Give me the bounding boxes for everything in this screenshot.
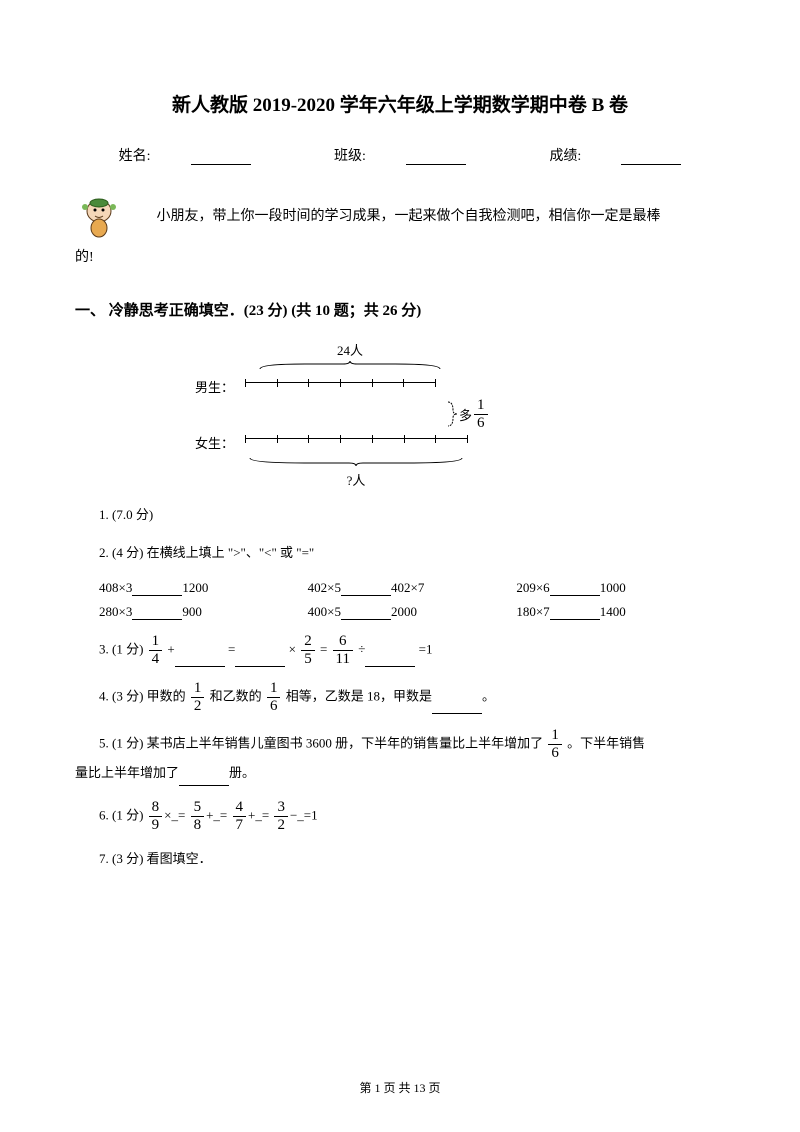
q2-cell: 209×61000 [516,580,725,596]
q2-cell: 402×5402×7 [308,580,517,596]
intro-text-1: 小朋友，带上你一段时间的学习成果，一起来做个自我检测吧，相信你一定是最棒 [157,209,661,224]
boy-label: 男生： [195,377,245,396]
q2-blank[interactable] [550,583,600,596]
q2-rows: 408×31200402×5402×7209×61000 280×3900400×… [75,580,725,620]
info-row: 姓名: 班级: 成绩: [75,145,725,165]
q4: 4. (3 分) 甲数的 12 和乙数的 16 相等，乙数是 18，甲数是。 [99,681,725,714]
more-frac: 16 [474,398,488,431]
boy-axis [245,382,435,390]
brace-right-icon [445,400,459,428]
q2-cell: 280×3900 [99,604,308,620]
diagram: 24人 男生： 多 16 女生： ?人 [195,340,725,489]
mascot-icon [75,193,123,241]
q1: 1. (7.0 分) [99,503,725,528]
class-label: 班级: [334,149,366,164]
q2-cell: 180×71400 [516,604,725,620]
q2-blank[interactable] [132,607,182,620]
girl-label: 女生： [195,433,245,452]
q3: 3. (1 分) 14 + = × 25 = 611 ÷ =1 [99,634,725,667]
q2-blank[interactable] [132,583,182,596]
score-blank[interactable] [621,151,681,165]
q2-blank[interactable] [550,607,600,620]
q2-cell: 400×52000 [308,604,517,620]
q4-blank[interactable] [432,701,482,714]
more-label: 多 [459,405,472,424]
diagram-bottom-label: ?人 [245,470,467,489]
q3-blank-3[interactable] [365,654,415,667]
section-1-head: 一、 冷静思考正确填空．(23 分) (共 10 题；共 26 分) [75,299,725,320]
q5-blank[interactable] [179,773,229,786]
footer: 第 1 页 共 13 页 [0,1079,800,1096]
q7: 7. (3 分) 看图填空． [99,847,725,872]
q3-blank-1[interactable] [175,654,225,667]
page-title: 新人教版 2019-2020 学年六年级上学期数学期中卷 B 卷 [75,90,725,117]
name-label: 姓名: [119,149,151,164]
q6: 6. (1 分) 89×_= 58+_= 47+_= 32−_=1 [99,800,725,833]
diagram-top-label: 24人 [337,343,363,358]
q3-blank-2[interactable] [235,654,285,667]
class-blank[interactable] [406,151,466,165]
brace-top-icon [255,361,445,371]
brace-bottom-icon [245,456,467,466]
q2-head: 2. (4 分) 在横线上填上 ">"、"<" 或 "=" [99,541,725,566]
q2-cell: 408×31200 [99,580,308,596]
girl-axis [245,438,467,446]
name-blank[interactable] [191,151,251,165]
q2-blank[interactable] [341,583,391,596]
q5: 5. (1 分) 某书店上半年销售儿童图书 3600 册，下半年的销售量比上半年… [99,728,725,786]
score-label: 成绩: [549,149,581,164]
q2-blank[interactable] [341,607,391,620]
intro: 小朋友，带上你一段时间的学习成果，一起来做个自我检测吧，相信你一定是最棒 的! [75,193,725,275]
intro-text-2: 的! [75,241,725,275]
